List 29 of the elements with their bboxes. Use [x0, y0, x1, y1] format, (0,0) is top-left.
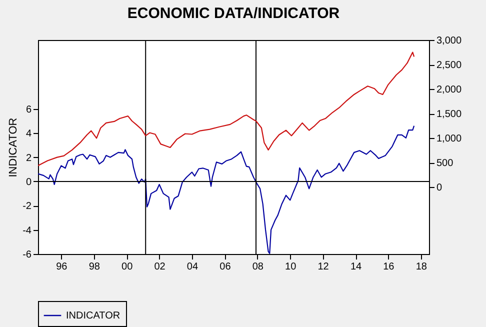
x-tick-label: 06: [220, 262, 232, 272]
x-tick-label: 14: [350, 262, 362, 272]
y2-tick-label: 2,500: [436, 60, 462, 72]
x-tick-label: 16: [383, 262, 395, 272]
y-tick-label: 2: [26, 152, 32, 164]
x-tick-label: 00: [122, 262, 134, 272]
y2-tick-label: 500: [436, 158, 454, 170]
x-tick-label: 18: [416, 262, 428, 272]
x-tick-label: 12: [318, 262, 330, 272]
legend-label: INDICATOR: [66, 310, 120, 322]
x-tick-label: 96: [56, 262, 68, 272]
y-tick-label: -4: [22, 225, 32, 236]
y-axis-title: INDICATOR: [8, 118, 20, 178]
y-tick-label: 6: [26, 104, 32, 116]
y-tick-label: 0: [26, 176, 32, 188]
y-tick-label: -2: [22, 201, 32, 212]
y2-tick-label: 2,000: [436, 84, 462, 96]
y2-tick-label: 0: [436, 182, 442, 194]
y2-tick-label: 1,000: [436, 134, 462, 145]
x-tick-label: 10: [285, 262, 297, 272]
x-tick-label: 02: [154, 262, 166, 272]
y2-tick-label: 1,500: [436, 109, 462, 120]
x-tick-label: 04: [186, 262, 198, 272]
y2-tick-label: 3,000: [436, 36, 462, 46]
chart-title: ECONOMIC DATA/INDICATOR: [127, 5, 340, 22]
y-tick-label: 4: [26, 128, 32, 140]
x-tick-label: 08: [252, 262, 264, 272]
y-tick-label: -6: [22, 250, 32, 260]
x-tick-label: 98: [88, 262, 100, 272]
